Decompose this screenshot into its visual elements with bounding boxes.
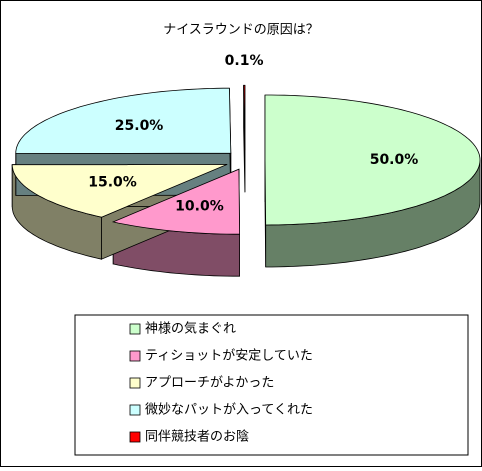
- legend: 神様の気まぐれティショットが安定していたアプローチがよかった微妙なパットが入って…: [74, 314, 469, 456]
- slice: [11, 164, 228, 218]
- legend-swatch: [129, 377, 141, 389]
- legend-label: ティショットが安定していた: [145, 349, 313, 364]
- legend-swatch: [129, 350, 141, 362]
- data-label: 10.0%: [175, 198, 224, 214]
- chart-title: ナイスラウンドの原因は？: [163, 23, 319, 38]
- slice: [264, 94, 481, 226]
- data-label: 50.0%: [370, 152, 419, 168]
- legend-swatch: [129, 431, 141, 443]
- slice: [243, 84, 246, 151]
- legend-box: [74, 314, 469, 456]
- legend-label: アプローチがよかった: [145, 376, 274, 391]
- data-label: 15.0%: [88, 174, 137, 190]
- slice: [111, 168, 241, 235]
- legend-label: 微妙なパットが入ってくれた: [145, 403, 313, 418]
- data-label: 25.0%: [115, 118, 164, 134]
- legend-swatch: [129, 323, 141, 335]
- legend-label: 神様の気まぐれ: [145, 321, 236, 337]
- slice: [15, 87, 232, 154]
- pie: 50.0% 10.0% 15.0% 25.0% 0.1%: [11, 53, 481, 277]
- data-label: 0.1%: [225, 53, 264, 69]
- legend-label: 同伴競技者のお陰: [145, 430, 249, 445]
- legend-swatch: [129, 404, 141, 416]
